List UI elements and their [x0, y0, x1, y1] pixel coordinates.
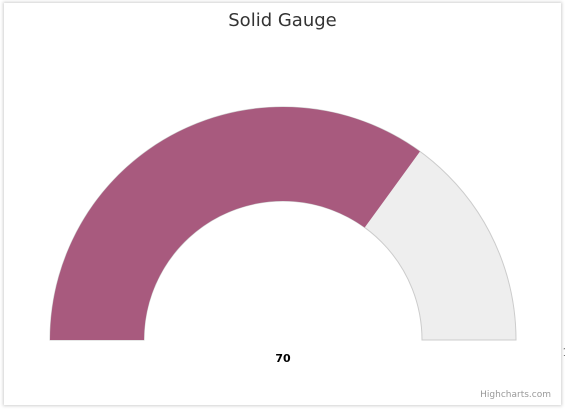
gauge-max-label: 100 — [563, 346, 565, 359]
chart-title: Solid Gauge — [228, 10, 337, 31]
credits-link[interactable]: Highcharts.com — [480, 390, 551, 400]
gauge-value-label: 70 — [275, 352, 291, 365]
gauge-value-arc[interactable] — [50, 107, 420, 340]
